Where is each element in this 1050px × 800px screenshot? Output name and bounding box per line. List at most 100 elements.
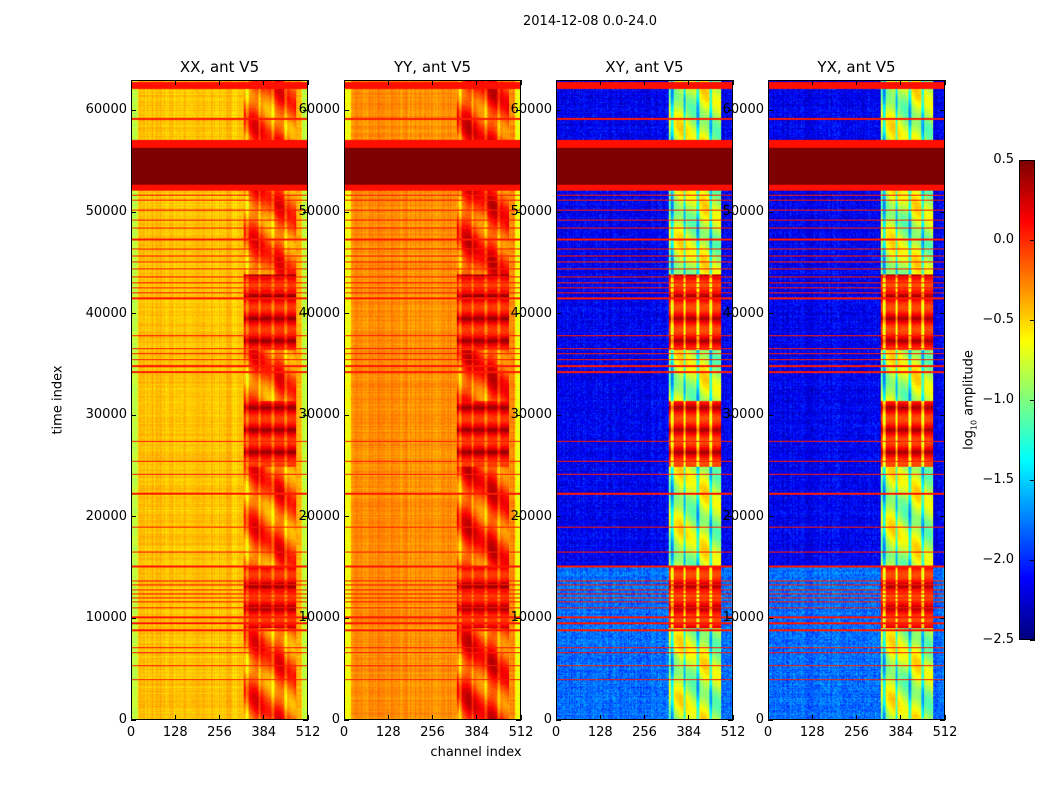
y-tick — [728, 313, 733, 315]
y-tick — [516, 719, 521, 721]
x-tick-label: 0 — [551, 725, 561, 740]
x-tick — [732, 715, 734, 720]
x-tick — [767, 715, 769, 720]
heatmap-panel: YY, ant V5 — [344, 58, 521, 720]
x-tick — [174, 80, 176, 85]
x-tick — [644, 80, 645, 85]
y-tick — [516, 516, 521, 518]
y-tick — [940, 211, 945, 213]
y-tick — [344, 719, 349, 721]
y-tick — [728, 719, 733, 721]
y-tick-label: 40000 — [722, 305, 764, 321]
y-tick-label: 10000 — [85, 610, 127, 626]
x-tick — [520, 715, 522, 720]
y-tick — [131, 109, 136, 111]
y-tick — [131, 414, 136, 416]
x-tick — [174, 715, 176, 720]
x-tick — [432, 715, 433, 720]
x-tick — [343, 80, 345, 85]
x-tick — [688, 80, 690, 85]
x-tick — [944, 80, 946, 85]
x-tick — [263, 80, 265, 85]
x-tick — [432, 80, 433, 85]
x-tick-label: 256 — [844, 725, 869, 740]
colorbar-label: log10 amplitude — [961, 350, 979, 450]
y-tick-label: 50000 — [298, 204, 340, 220]
y-tick — [728, 211, 733, 213]
x-tick-label: 512 — [295, 725, 321, 740]
x-tick — [555, 715, 557, 720]
x-tick — [856, 80, 857, 85]
y-tick — [344, 617, 349, 619]
x-tick-label: 384 — [888, 725, 914, 740]
y-tick — [303, 211, 308, 213]
y-tick — [768, 414, 773, 416]
y-tick — [303, 516, 308, 518]
panel-title: XX, ant V5 — [179, 58, 260, 76]
y-tick-label: 60000 — [85, 102, 127, 118]
y-tick — [131, 617, 136, 619]
y-tick-label: 50000 — [510, 204, 552, 220]
colorbar-tick — [1030, 639, 1035, 641]
y-tick — [556, 617, 561, 619]
x-tick — [900, 80, 902, 85]
x-tick — [343, 715, 345, 720]
x-tick — [599, 715, 601, 720]
y-tick — [556, 109, 561, 111]
x-tick-label: 512 — [508, 725, 534, 740]
y-tick — [303, 109, 308, 111]
heatmap-image — [556, 80, 733, 720]
x-tick — [219, 80, 220, 85]
y-axis-label: time index — [50, 365, 66, 435]
y-tick — [728, 617, 733, 619]
y-tick-label: 0 — [755, 712, 764, 727]
y-tick — [516, 109, 521, 111]
heatmap-panel: YX, ant V5 — [768, 58, 945, 720]
y-tick — [344, 211, 349, 213]
x-tick-label: 0 — [339, 725, 349, 740]
y-tick-label: 40000 — [85, 305, 127, 321]
x-tick-label: 384 — [676, 725, 702, 740]
y-tick — [516, 414, 521, 416]
y-tick-label: 60000 — [510, 102, 552, 118]
y-tick-label: 0 — [543, 712, 552, 727]
y-tick-label: 40000 — [298, 305, 340, 321]
x-tick-label: 128 — [799, 725, 825, 740]
y-tick — [768, 313, 773, 315]
x-tick — [767, 80, 769, 85]
figure-title: 2014-12-08 0.0-24.0 — [523, 14, 657, 29]
x-tick-label: 384 — [464, 725, 490, 740]
heatmap-image — [344, 80, 521, 720]
x-tick — [130, 80, 132, 85]
x-tick-label: 384 — [251, 725, 277, 740]
x-tick — [307, 715, 309, 720]
panel-title: YX, ant V5 — [817, 58, 896, 76]
x-tick — [811, 715, 813, 720]
colorbar-tick-label: −0.5 — [982, 312, 1014, 327]
y-tick-label: 10000 — [510, 610, 552, 626]
x-tick — [307, 80, 309, 85]
heatmap-panel: XX, ant V5 — [131, 58, 308, 720]
heatmap-image — [768, 80, 945, 720]
x-tick-label: 256 — [207, 725, 232, 740]
x-tick — [644, 715, 645, 720]
y-tick — [131, 719, 136, 721]
colorbar-tick-label: −2.0 — [982, 552, 1014, 567]
y-tick — [768, 109, 773, 111]
colorbar-tick — [1030, 399, 1035, 401]
x-tick — [130, 715, 132, 720]
y-tick — [940, 313, 945, 315]
colorbar-tick — [1030, 479, 1035, 481]
colorbar-tick — [1030, 239, 1035, 241]
y-tick — [344, 109, 349, 111]
y-tick-label: 30000 — [85, 407, 127, 423]
x-tick-label: 256 — [420, 725, 445, 740]
y-tick-label: 0 — [331, 712, 340, 727]
heatmap-image — [131, 80, 308, 720]
y-tick-label: 60000 — [722, 102, 764, 118]
y-tick — [131, 211, 136, 213]
y-tick — [728, 109, 733, 111]
x-tick — [688, 715, 690, 720]
y-tick — [344, 414, 349, 416]
